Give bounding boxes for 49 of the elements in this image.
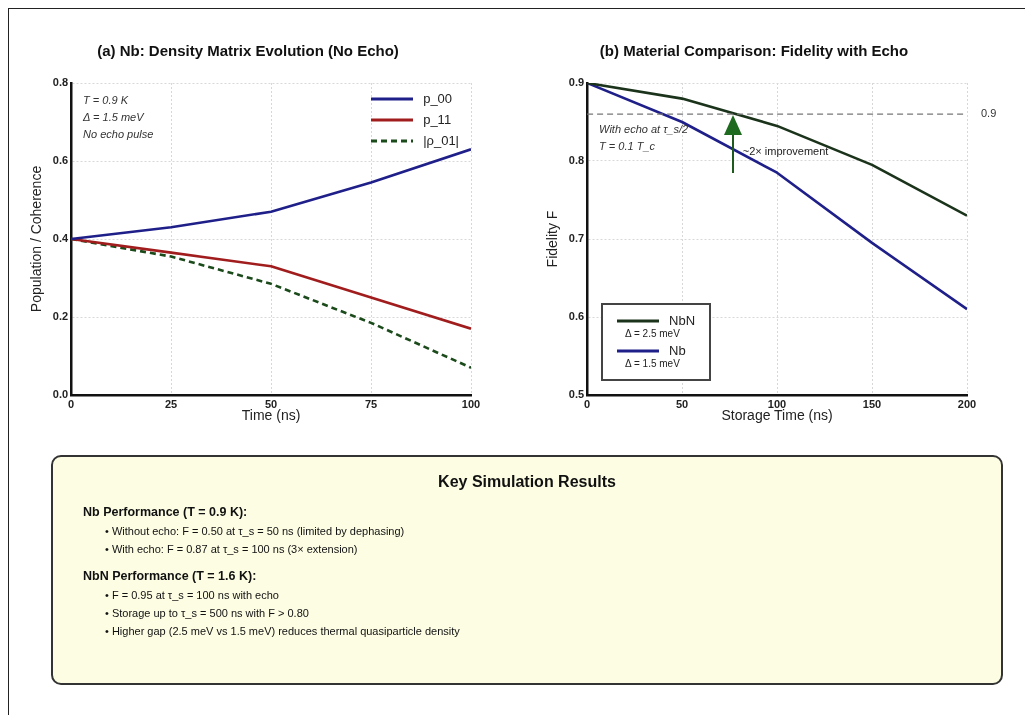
x-tick-label: 150 bbox=[862, 397, 882, 410]
ref-line-label: 0.9 bbox=[981, 107, 997, 120]
y-tick-label: 0.2 bbox=[52, 310, 69, 323]
annotation: No echo pulse bbox=[83, 128, 154, 141]
annotation: T = 0.1 T_c bbox=[599, 140, 656, 153]
annotation: Δ = 1.5 meV bbox=[82, 111, 146, 124]
text: Key Simulation Results bbox=[437, 473, 617, 491]
text: • Higher gap (2.5 meV vs 1.5 meV) reduces thermal quasiparticle density bbox=[105, 625, 461, 637]
annotation: Δ = 1.5 meV bbox=[625, 358, 681, 369]
text: • Storage up to τ_s = 500 ns with F > 0.80 bbox=[105, 607, 310, 619]
text: Nb Performance (T = 0.9 K): bbox=[83, 505, 249, 519]
legend-label: Nb bbox=[669, 343, 686, 358]
x-tick-label: 100 bbox=[461, 397, 481, 410]
y-axis-title: Fidelity F bbox=[544, 210, 561, 268]
x-tick-label: 75 bbox=[364, 397, 378, 410]
x-tick-label: 50 bbox=[675, 397, 689, 410]
annotation: Δ = 2.5 meV bbox=[625, 328, 681, 339]
chart-title: (a) Nb: Density Matrix Evolution (No Echo) bbox=[97, 42, 399, 60]
y-axis-title: Population / Coherence bbox=[28, 165, 45, 313]
x-tick-label: 0 bbox=[584, 397, 591, 410]
x-tick-label: 25 bbox=[164, 397, 178, 410]
y-tick-label: 0.0 bbox=[52, 388, 69, 401]
x-tick-label: 50 bbox=[264, 397, 278, 410]
text: • F = 0.95 at τ_s = 100 ns with echo bbox=[105, 589, 280, 601]
y-tick-label: 0.6 bbox=[52, 154, 69, 167]
x-tick-label: 100 bbox=[767, 397, 787, 410]
annotation: With echo at τ_s/2 bbox=[599, 123, 689, 136]
legend-label: |ρ_01| bbox=[423, 133, 459, 148]
y-tick-label: 0.9 bbox=[568, 76, 585, 89]
y-tick-label: 0.8 bbox=[568, 154, 585, 167]
x-tick-label: 200 bbox=[957, 397, 977, 410]
y-tick-label: 0.4 bbox=[52, 232, 69, 245]
x-axis-title: Time (ns) bbox=[241, 407, 301, 424]
legend-label: p_00 bbox=[423, 91, 453, 106]
y-tick-label: 0.6 bbox=[568, 310, 585, 323]
x-axis-title: Storage Time (ns) bbox=[721, 407, 833, 424]
legend-label: p_11 bbox=[423, 112, 452, 127]
y-tick-label: 0.7 bbox=[568, 232, 585, 245]
y-tick-label: 0.5 bbox=[568, 388, 585, 401]
legend-label: NbN bbox=[669, 313, 696, 328]
line-series bbox=[71, 237, 471, 369]
text: NbN Performance (T = 1.6 K): bbox=[83, 569, 258, 583]
y-tick-label: 0.8 bbox=[52, 76, 69, 89]
text: • With echo: F = 0.87 at τ_s = 100 ns (3× extension) bbox=[105, 543, 359, 555]
text: • Without echo: F = 0.50 at τ_s = 50 ns (limited by dephasing) bbox=[105, 525, 406, 537]
chart-title: (b) Material Comparison: Fidelity with Echo bbox=[599, 42, 909, 60]
x-tick-label: 0 bbox=[68, 397, 75, 410]
annotation: T = 0.9 K bbox=[83, 94, 129, 107]
annotation: ~2× improvement bbox=[742, 145, 829, 158]
